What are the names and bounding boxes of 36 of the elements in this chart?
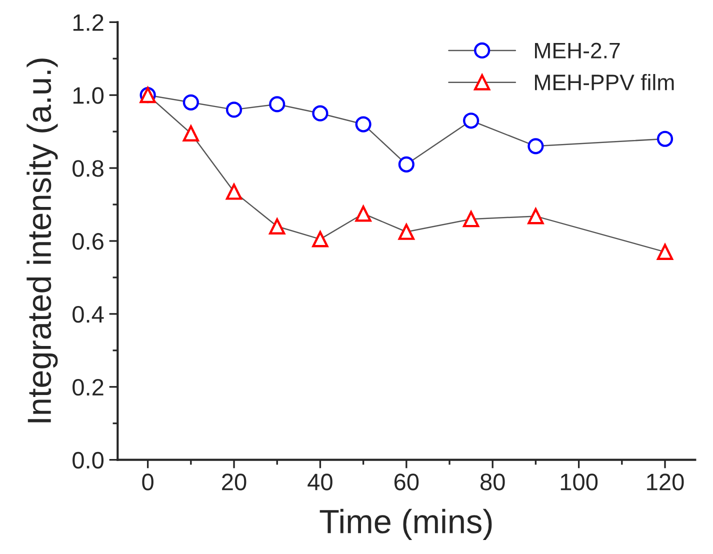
point <box>355 206 372 222</box>
point <box>463 211 480 228</box>
y-tick-label: 0.6 <box>72 233 104 250</box>
point <box>528 138 544 154</box>
point <box>312 105 328 122</box>
x-tick-label: 20 <box>222 474 246 490</box>
x-tick-label: 100 <box>560 474 598 490</box>
point <box>182 125 199 142</box>
y-tick-label: 1.2 <box>73 14 104 31</box>
x-tick-label: 80 <box>480 474 505 490</box>
x-tick-label: 40 <box>308 474 332 490</box>
point <box>355 116 372 132</box>
y-tick-label: 0.0 <box>72 452 104 469</box>
point <box>398 156 414 172</box>
y-tick-label: 1.0 <box>73 87 104 104</box>
point <box>312 231 328 248</box>
point <box>226 102 242 118</box>
point <box>656 130 674 147</box>
point <box>182 94 199 110</box>
x-tick-label: 60 <box>394 474 419 490</box>
legend-label: MEH-2.7 <box>535 42 620 58</box>
x-tick-label: 120 <box>647 474 684 490</box>
legend-label: MEH-PPV film <box>535 74 674 90</box>
y-tick-label: 0.8 <box>72 160 104 177</box>
x-tick-label: 0 <box>142 474 154 490</box>
point <box>463 112 480 129</box>
point <box>269 218 286 234</box>
y-tick-label: 0.2 <box>72 378 104 396</box>
y-tick-label: 0.4 <box>72 306 104 323</box>
point <box>269 96 286 112</box>
point <box>398 224 414 240</box>
point <box>528 208 544 224</box>
point <box>226 184 242 200</box>
point <box>656 244 674 260</box>
y-axis-title: Integrated intensity (a.u.) <box>26 58 58 422</box>
x-axis-title: Time (mins) <box>320 508 492 540</box>
